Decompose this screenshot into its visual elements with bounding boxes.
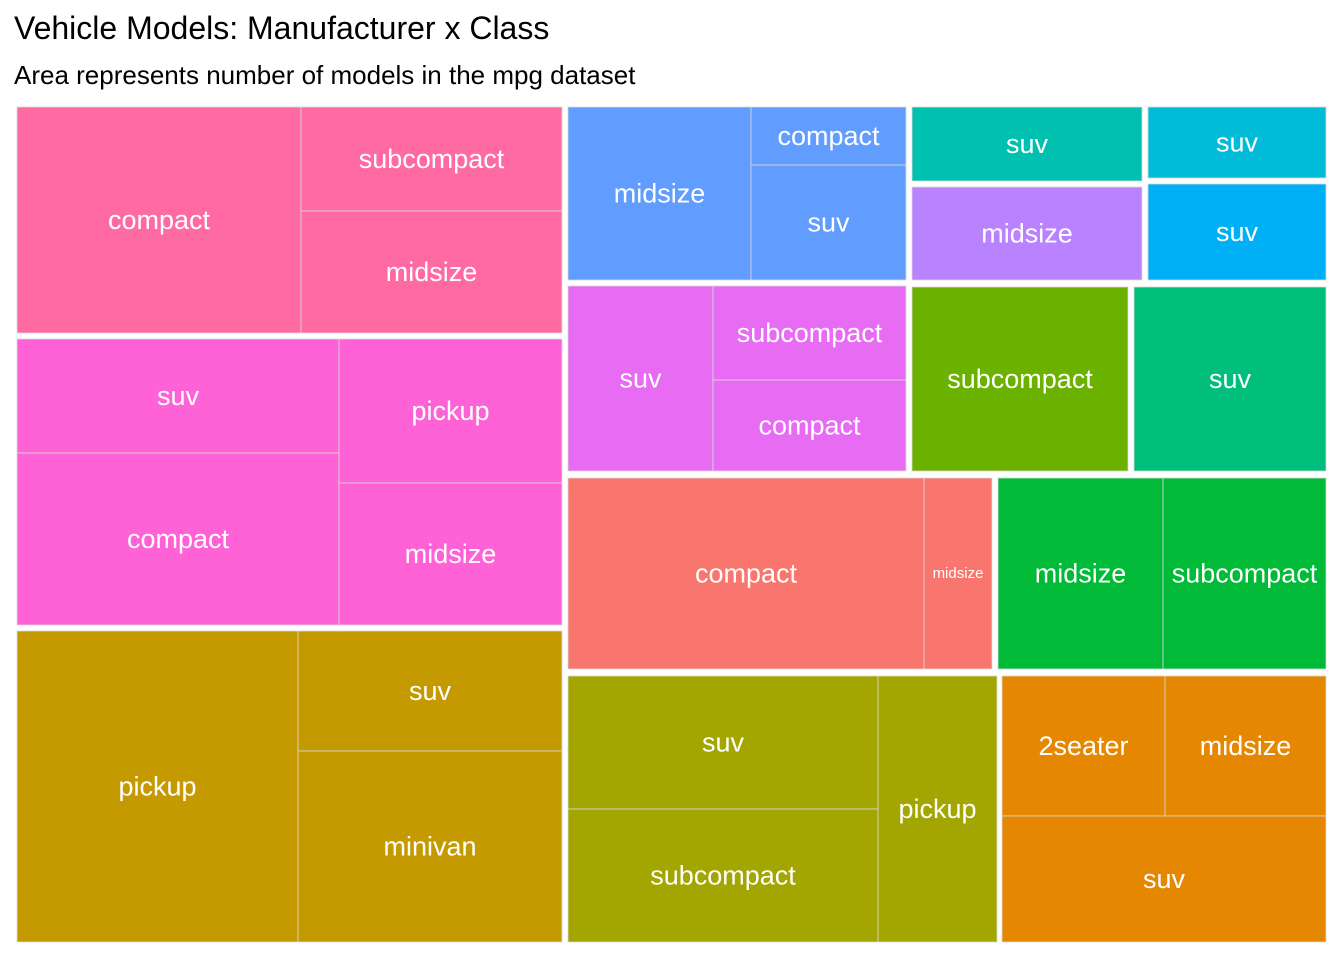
treemap-group: suv subcompact pickup [567,675,998,943]
treemap-cell [1001,675,1166,817]
treemap-cell-label: subcompact [650,861,796,891]
treemap-cell-label: subcompact [1172,559,1318,589]
treemap-cell [877,675,998,943]
treemap-cell [300,106,563,212]
treemap-cell [567,808,879,943]
treemap-cell [911,186,1143,281]
treemap-group: compact midsize [567,477,993,670]
treemap-cell [567,106,752,281]
treemap-cell-label: suv [1143,864,1186,894]
treemap-cell-label: suv [1216,217,1259,247]
treemap-cell [297,750,563,943]
treemap-group: suv [1133,286,1327,472]
treemap-cell [567,477,925,670]
treemap-cell [567,675,879,810]
treemap-cell-label: pickup [898,794,976,824]
treemap-cell-label: midsize [1035,559,1127,589]
treemap-cell [911,106,1143,182]
treemap-cell-label: compact [758,411,861,441]
treemap-cell [338,338,563,484]
treemap-cell-label: compact [777,121,880,151]
treemap-cell-label: midsize [1200,731,1292,761]
treemap-cell [338,482,563,626]
treemap-group: suv [1147,106,1327,179]
treemap-cell [1147,183,1327,281]
treemap-cell [1001,815,1327,943]
treemap-group: midsize subcompact [997,477,1327,670]
treemap-cell-label: suv [1216,128,1259,158]
treemap-cell [300,210,563,334]
treemap-group: pickup suv minivan [16,630,563,943]
treemap-group: midsize [911,186,1143,281]
treemap-cell-label: midsize [386,257,478,287]
treemap-cell-label: midsize [981,219,1073,249]
treemap-group: suv [1147,183,1327,281]
treemap-cell-label: suv [807,208,850,238]
treemap-cell-label: pickup [411,396,489,426]
treemap-cell-label: suv [409,676,452,706]
treemap-cell [1162,477,1327,670]
treemap-cell [712,379,907,472]
chart-title: Vehicle Models: Manufacturer x Class [14,10,550,46]
treemap-cell-label: suv [1006,129,1049,159]
treemap-cell-label: minivan [383,832,476,862]
treemap-cell-label: suv [702,728,745,758]
treemap-cell [567,285,714,472]
treemap-cell [16,338,340,454]
treemap-cell [750,106,907,166]
treemap-cell-label: pickup [118,772,196,802]
treemap-cell [750,164,907,281]
treemap-cell-label: midsize [933,565,984,582]
treemap-cell [997,477,1164,670]
treemap-group: midsize compact suv [567,106,907,281]
treemap-cell [1147,106,1327,179]
treemap-cell-label: compact [695,559,798,589]
treemap-cell [16,106,302,334]
treemap-group: suv subcompact compact [567,285,907,472]
treemap-group: 2seater midsize suv [1001,675,1327,943]
treemap-cell [712,285,907,381]
treemap-cell [16,452,340,626]
treemap-cell [1133,286,1327,472]
chart-subtitle: Area represents number of models in the … [14,60,636,90]
treemap-group: suv [911,106,1143,182]
treemap-cell-label: subcompact [947,364,1093,394]
treemap-cell-label: midsize [405,539,497,569]
treemap-cell-label: midsize [614,179,706,209]
treemap-group: compact subcompact midsize [16,106,563,334]
treemap-cell-label: compact [108,205,211,235]
treemap-cell-label: suv [157,381,200,411]
treemap-group: subcompact [911,286,1129,472]
treemap-cell [923,477,993,670]
treemap-cell-label: compact [127,524,230,554]
treemap-cell-label: subcompact [359,144,505,174]
treemap-group: suv compact pickup midsize [16,338,563,626]
treemap-cell [16,630,299,943]
treemap-cell [1164,675,1327,817]
treemap-cell [911,286,1129,472]
treemap-cell-label: subcompact [737,318,883,348]
treemap-cell-label: suv [1209,364,1252,394]
treemap-cell-label: 2seater [1038,731,1128,761]
treemap-cell-label: suv [619,364,662,394]
